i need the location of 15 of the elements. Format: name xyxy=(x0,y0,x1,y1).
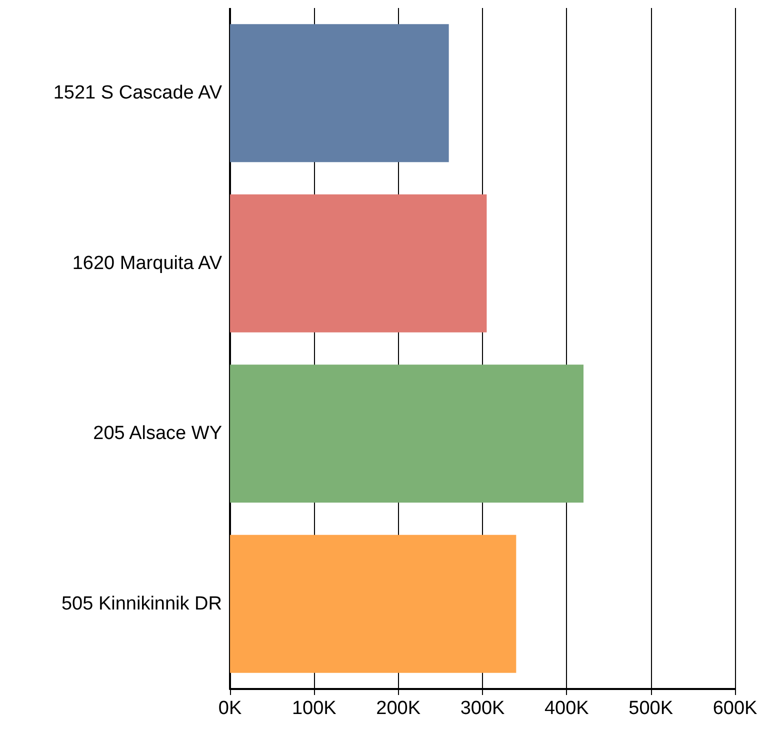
y-tick-label: 1620 Marquita AV xyxy=(72,252,222,274)
x-tick-label: 300K xyxy=(460,698,506,719)
x-tick-label: 100K xyxy=(292,698,337,719)
x-tick-label: 200K xyxy=(376,698,421,719)
bar xyxy=(230,24,449,162)
x-tick-label: 600K xyxy=(712,698,758,719)
bar xyxy=(230,194,487,332)
y-tick-label: 1521 S Cascade AV xyxy=(53,82,222,104)
x-tick-label: 0K xyxy=(218,698,242,719)
y-tick-label: 205 Alsace WY xyxy=(93,423,222,444)
x-tick-label: 400K xyxy=(544,698,590,719)
bar xyxy=(230,364,584,503)
bar xyxy=(230,534,516,673)
y-tick-label: 505 Kinnikinnik DR xyxy=(61,593,222,614)
x-tick-label: 500K xyxy=(628,698,674,719)
